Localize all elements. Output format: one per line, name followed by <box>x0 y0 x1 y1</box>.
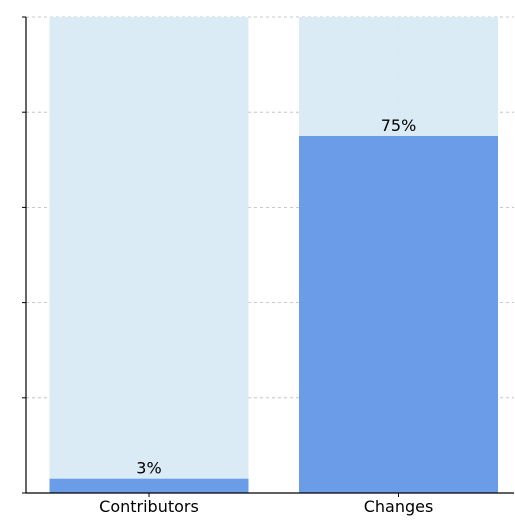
value-label: 75% <box>381 116 417 135</box>
category-label: Contributors <box>99 497 199 516</box>
axes <box>25 17 514 494</box>
labels: 3% Contributors 75% Changes <box>99 116 433 516</box>
background-bar <box>49 17 249 493</box>
value-bars <box>49 136 498 493</box>
category-label: Changes <box>364 497 434 516</box>
value-label: 3% <box>136 459 161 478</box>
value-bar <box>49 478 249 493</box>
axis-ticks <box>22 16 399 497</box>
value-bar <box>299 136 498 493</box>
